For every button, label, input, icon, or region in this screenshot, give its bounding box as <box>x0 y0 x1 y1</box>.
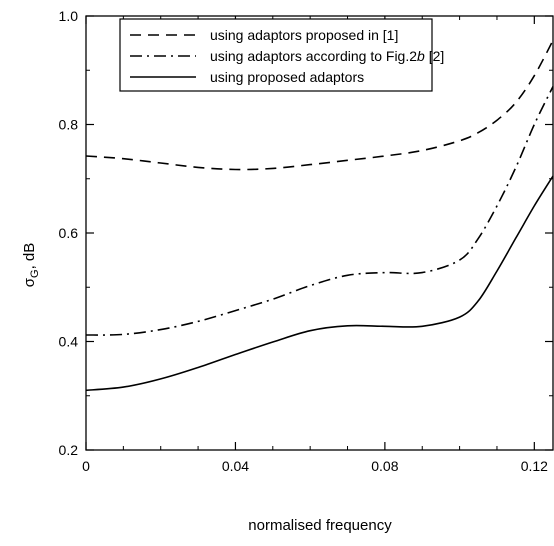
y-tick-label: 0.2 <box>59 442 79 458</box>
x-tick-label: 0.08 <box>371 458 398 474</box>
y-axis-title: σG, dB <box>21 243 41 288</box>
series-adaptors-ref1-line <box>85 40 554 171</box>
series-layer <box>85 40 554 392</box>
y-tick-label: 0.4 <box>59 334 79 350</box>
legend: using adaptors proposed in [1] using adap… <box>119 18 444 92</box>
x-tick-label: 0 <box>82 458 90 474</box>
legend-label: using proposed adaptors <box>210 69 364 85</box>
x-axis-title: normalised frequency <box>248 517 392 534</box>
y-axis-title-rest: , dB <box>21 243 38 270</box>
series-adaptors-fig2b-line <box>85 86 554 336</box>
legend-label: using adaptors proposed in [1] <box>210 27 398 43</box>
y-tick-label: 0.8 <box>59 117 79 133</box>
y-axis-title-sub: G <box>29 269 41 278</box>
series-proposed-adaptors-line <box>85 175 554 392</box>
y-axis-title-main: σ <box>21 277 38 287</box>
legend-box <box>119 18 433 92</box>
x-tick-label: 0.04 <box>222 458 249 474</box>
y-tick-label: 0.6 <box>59 225 79 241</box>
x-tick-label: 0.12 <box>521 458 548 474</box>
y-tick-label: 1.0 <box>59 8 79 24</box>
tick-labels: 0 0.04 0.08 0.12 0.2 0.4 0.6 0.8 1.0 <box>59 8 549 474</box>
legend-label: using adaptors according to Fig.2b [2] <box>210 48 444 64</box>
